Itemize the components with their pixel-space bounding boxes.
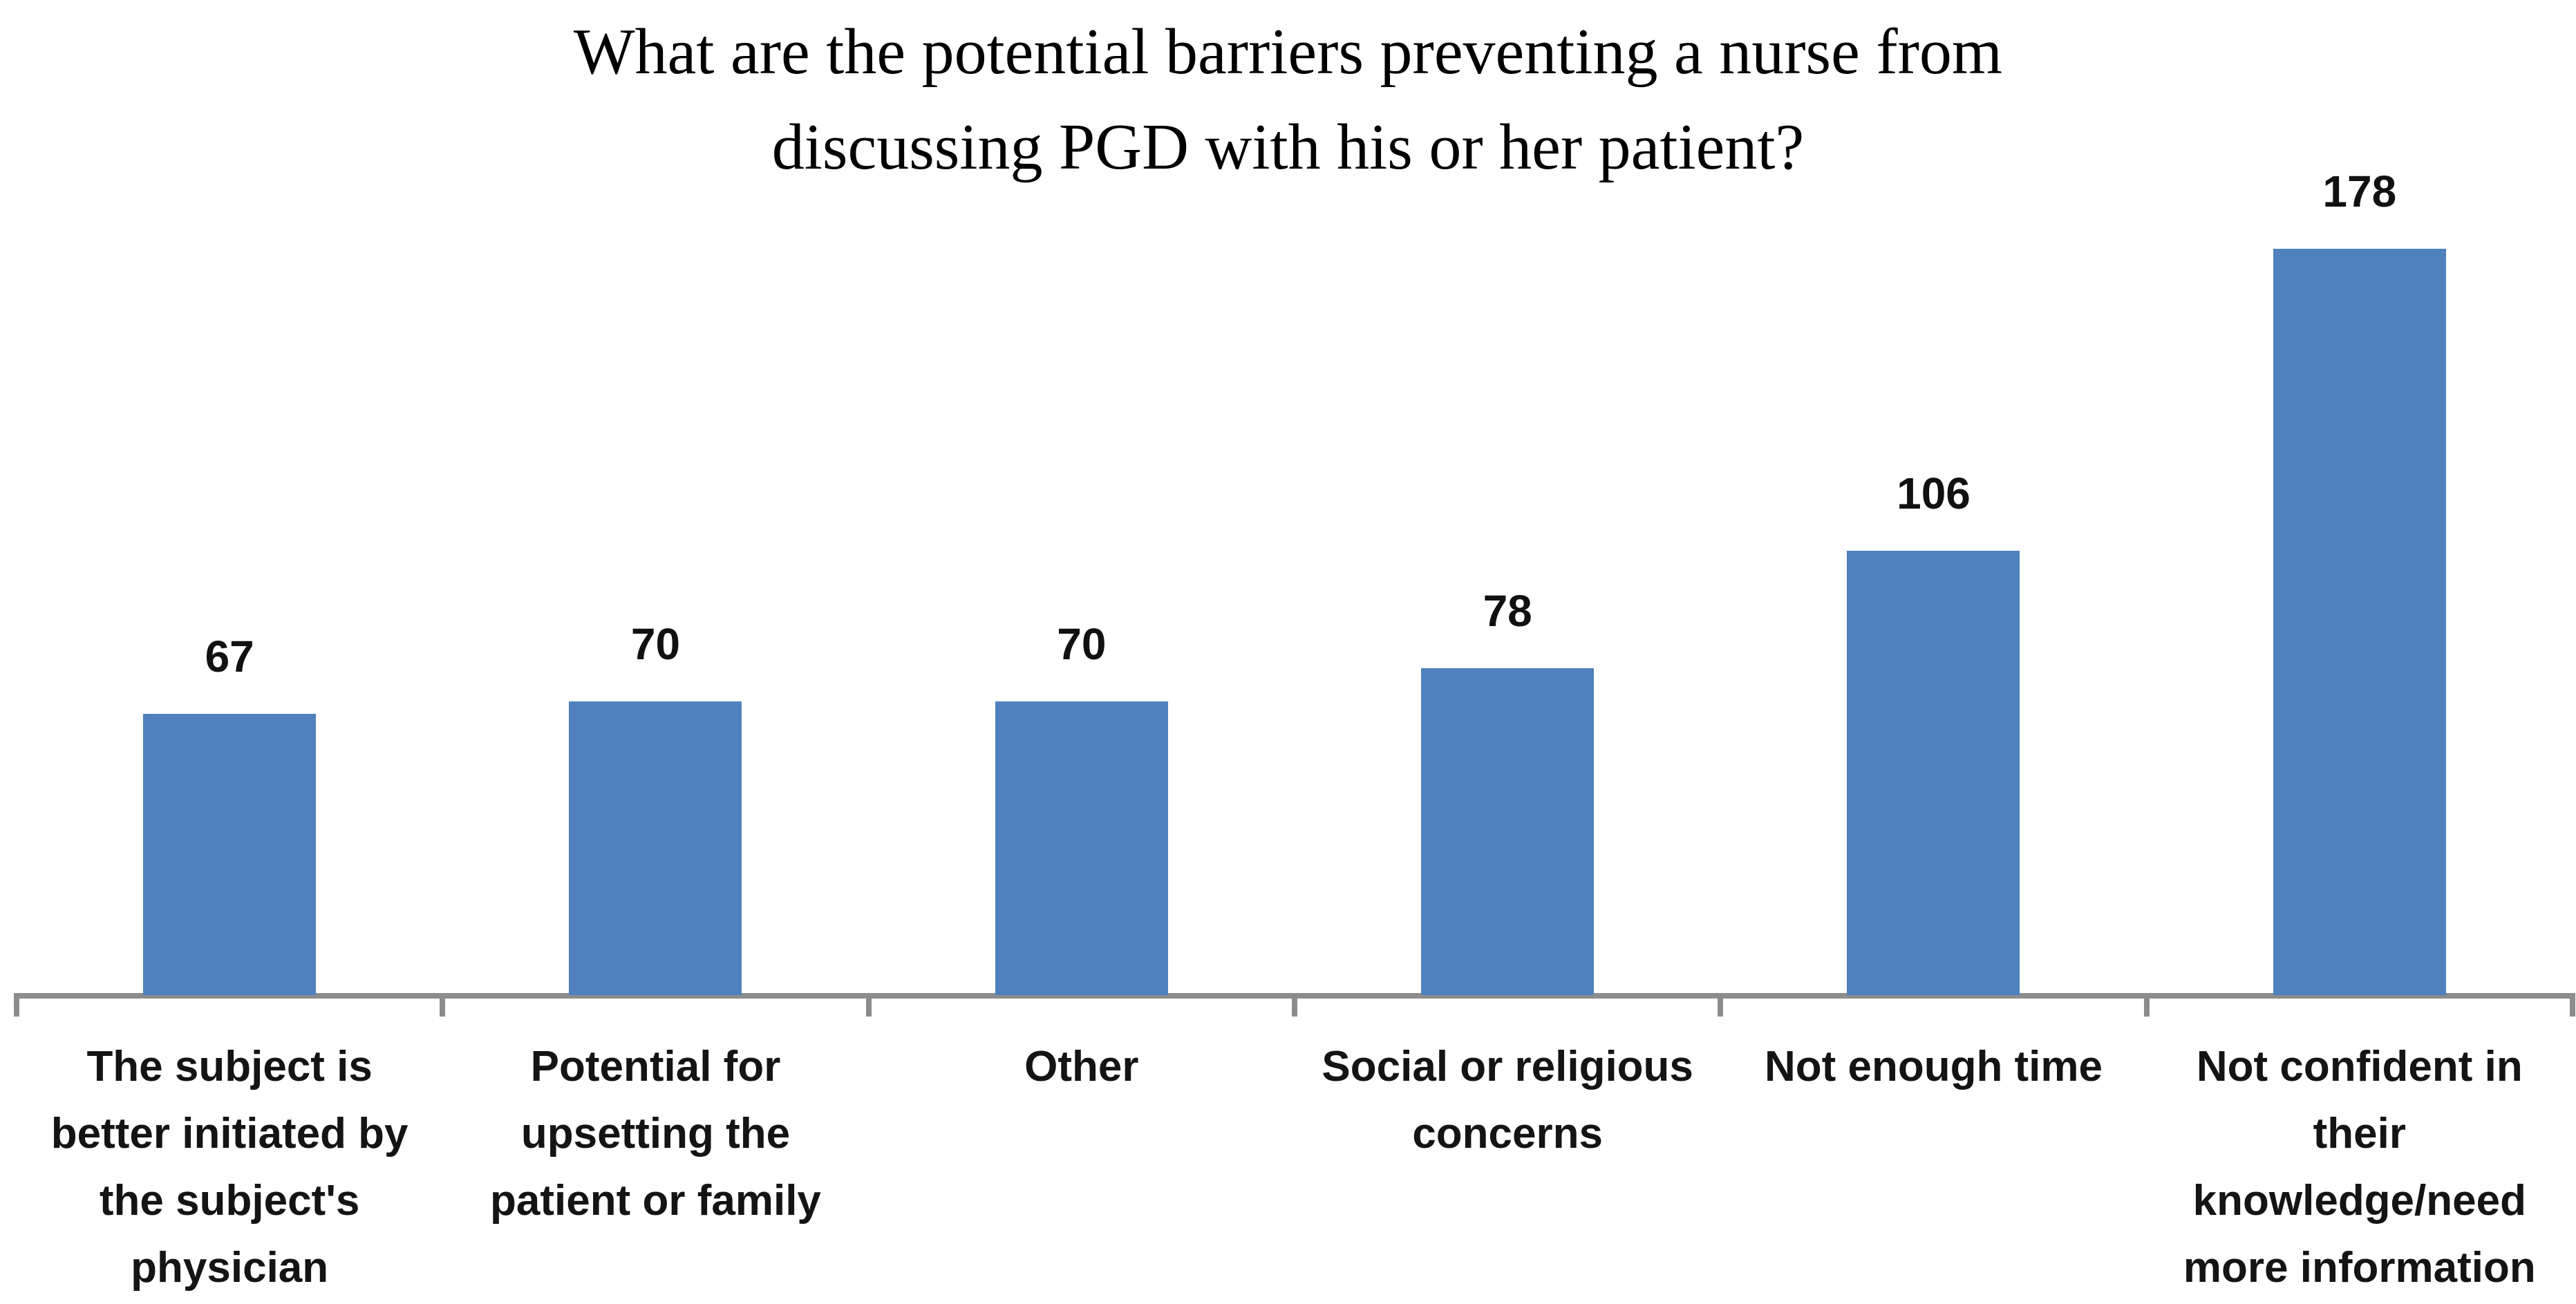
- x-axis-tick: [1292, 993, 1297, 1017]
- bar-value-label: 70: [630, 619, 681, 669]
- x-axis-tick: [14, 993, 19, 1017]
- bar-value-label: 106: [1897, 469, 1971, 518]
- bar: [1847, 551, 2020, 995]
- category-label: Not enough time: [1764, 1043, 2103, 1090]
- category-column: 70 Potential for upsetting the patient or…: [442, 0, 868, 1225]
- x-axis-tick: [1718, 993, 1724, 1017]
- category-column: 106 Not enough time: [1720, 0, 2146, 1090]
- chart-title: What are the potential barriers preventi…: [573, 16, 2003, 183]
- x-axis-tick: [2143, 993, 2150, 1017]
- category-column: 78 Social or religious concerns: [1295, 0, 1720, 1157]
- x-axis-tick: [440, 993, 446, 1017]
- x-axis-tick: [2570, 993, 2575, 1017]
- bar-value-label: 178: [2322, 167, 2397, 216]
- bar: [569, 701, 742, 995]
- category-column: 178 Not confident in their knowledge/need…: [2147, 0, 2573, 1292]
- bar: [143, 714, 317, 995]
- category-label: Potential for upsetting the patient or f…: [490, 1043, 821, 1225]
- bar-value-label: 70: [1057, 619, 1107, 669]
- category-column: 67 The subject is better initiated by the…: [17, 0, 442, 1292]
- bar-value-label: 67: [205, 632, 254, 681]
- plot-area: 67 The subject is better initiated by the…: [14, 0, 2575, 1292]
- category-label: Not confident in their knowledge/need mo…: [2183, 1043, 2536, 1292]
- bar: [2273, 249, 2446, 995]
- category-label: Other: [1024, 1043, 1139, 1090]
- bar: [995, 701, 1168, 995]
- x-axis-tick: [865, 993, 872, 1017]
- bar-value-label: 78: [1483, 586, 1532, 636]
- category-label: The subject is better initiated by the s…: [50, 1043, 408, 1292]
- category-label: Social or religious concerns: [1322, 1043, 1693, 1157]
- category-column: 70 Other: [869, 0, 1295, 1090]
- bar: [1421, 668, 1595, 995]
